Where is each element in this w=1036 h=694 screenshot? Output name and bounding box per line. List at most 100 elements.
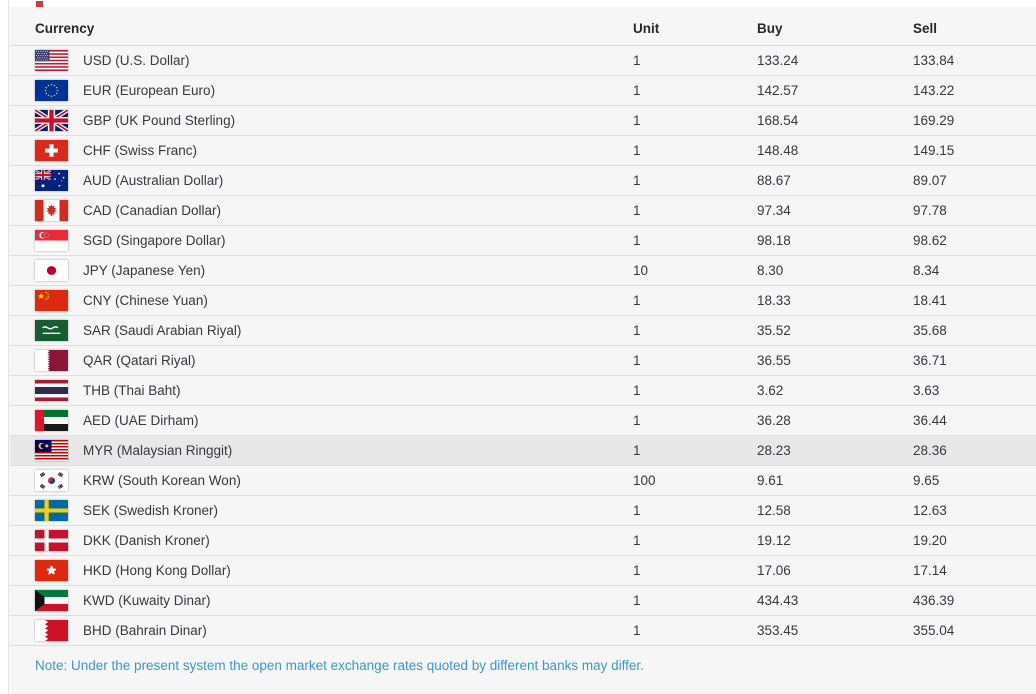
- singapore-flag-icon: [35, 230, 68, 251]
- buy-value: 88.67: [757, 173, 791, 188]
- bahrain-flag-icon: [35, 620, 68, 641]
- note-text: Note: Under the present system the open …: [35, 658, 644, 673]
- table-row[interactable]: CNY (Chinese Yuan) 1 18.33 18.41: [10, 286, 1036, 316]
- currency-label: JPY (Japanese Yen): [83, 263, 206, 278]
- buy-value: 434.43: [757, 593, 799, 608]
- japan-flag-icon: [35, 260, 68, 281]
- buy-value: 3.62: [757, 383, 784, 398]
- column-header-buy: Buy: [757, 21, 783, 36]
- currency-label: CAD (Canadian Dollar): [83, 203, 222, 218]
- uae-flag-icon: [35, 410, 68, 431]
- sell-value: 436.39: [913, 593, 955, 608]
- sell-value: 9.65: [913, 473, 940, 488]
- table-row[interactable]: SGD (Singapore Dollar) 1 98.18 98.62: [10, 226, 1036, 256]
- table-row[interactable]: EUR (European Euro) 1 142.57 143.22: [10, 76, 1036, 106]
- exchange-rates-table: Currency Unit Buy Sell USD (U.S. Dollar)…: [10, 7, 1036, 646]
- currency-label: SAR (Saudi Arabian Riyal): [83, 323, 242, 338]
- column-header-currency: Currency: [35, 21, 95, 36]
- sell-value: 149.15: [913, 143, 955, 158]
- sell-value: 28.36: [913, 443, 947, 458]
- unit-value: 1: [633, 353, 641, 368]
- sell-value: 17.14: [913, 563, 947, 578]
- saudi-arabia-flag-icon: [35, 320, 68, 341]
- table-row[interactable]: AED (UAE Dirham) 1 36.28 36.44: [10, 406, 1036, 436]
- table-row[interactable]: CHF (Swiss Franc) 1 148.48 149.15: [10, 136, 1036, 166]
- buy-value: 17.06: [757, 563, 791, 578]
- buy-value: 36.28: [757, 413, 791, 428]
- table-row[interactable]: SEK (Swedish Kroner) 1 12.58 12.63: [10, 496, 1036, 526]
- unit-value: 1: [633, 53, 641, 68]
- buy-value: 35.52: [757, 323, 791, 338]
- unit-value: 1: [633, 593, 641, 608]
- south-korea-flag-icon: [35, 470, 68, 491]
- currency-label: KRW (South Korean Won): [83, 473, 241, 488]
- buy-value: 133.24: [757, 53, 799, 68]
- unit-value: 100: [633, 473, 656, 488]
- eu-flag-icon: [35, 80, 68, 101]
- unit-value: 1: [633, 533, 641, 548]
- currency-label: KWD (Kuwaity Dinar): [83, 593, 211, 608]
- unit-value: 1: [633, 563, 641, 578]
- table-row[interactable]: BHD (Bahrain Dinar) 1 353.45 355.04: [10, 616, 1036, 646]
- unit-value: 1: [633, 173, 641, 188]
- table-row[interactable]: DKK (Danish Kroner) 1 19.12 19.20: [10, 526, 1036, 556]
- unit-value: 1: [633, 323, 641, 338]
- buy-value: 8.30: [757, 263, 784, 278]
- currency-label: GBP (UK Pound Sterling): [83, 113, 236, 128]
- sell-value: 18.41: [913, 293, 947, 308]
- hong-kong-flag-icon: [35, 560, 68, 581]
- kuwait-flag-icon: [35, 590, 68, 611]
- currency-label: HKD (Hong Kong Dollar): [83, 563, 231, 578]
- top-page-gutter: [9, 0, 1036, 7]
- table-row[interactable]: JPY (Japanese Yen) 10 8.30 8.34: [10, 256, 1036, 286]
- malaysia-flag-icon: [35, 440, 68, 461]
- unit-value: 1: [633, 623, 641, 638]
- table-row[interactable]: AUD (Australian Dollar) 1 88.67 89.07: [10, 166, 1036, 196]
- buy-value: 142.57: [757, 83, 799, 98]
- table-row[interactable]: KWD (Kuwaity Dinar) 1 434.43 436.39: [10, 586, 1036, 616]
- sell-value: 169.29: [913, 113, 955, 128]
- table-row[interactable]: GBP (UK Pound Sterling) 1 168.54 169.29: [10, 106, 1036, 136]
- table-row[interactable]: MYR (Malaysian Ringgit) 1 28.23 28.36: [10, 436, 1036, 466]
- sell-value: 36.44: [913, 413, 947, 428]
- unit-value: 1: [633, 383, 641, 398]
- currency-label: CHF (Swiss Franc): [83, 143, 197, 158]
- buy-value: 98.18: [757, 233, 791, 248]
- table-header-row: Currency Unit Buy Sell: [10, 7, 1036, 46]
- currency-label: CNY (Chinese Yuan): [83, 293, 208, 308]
- australia-flag-icon: [35, 170, 68, 191]
- currency-label: AED (UAE Dirham): [83, 413, 199, 428]
- table-row[interactable]: THB (Thai Baht) 1 3.62 3.63: [10, 376, 1036, 406]
- unit-value: 1: [633, 143, 641, 158]
- qatar-flag-icon: [35, 350, 68, 371]
- table-row[interactable]: KRW (South Korean Won) 100 9.61 9.65: [10, 466, 1036, 496]
- unit-value: 1: [633, 443, 641, 458]
- sell-value: 8.34: [913, 263, 940, 278]
- denmark-flag-icon: [35, 530, 68, 551]
- buy-value: 9.61: [757, 473, 784, 488]
- table-row[interactable]: SAR (Saudi Arabian Riyal) 1 35.52 35.68: [10, 316, 1036, 346]
- sell-value: 89.07: [913, 173, 947, 188]
- table-row[interactable]: HKD (Hong Kong Dollar) 1 17.06 17.14: [10, 556, 1036, 586]
- currency-label: EUR (European Euro): [83, 83, 216, 98]
- currency-label: AUD (Australian Dollar): [83, 173, 224, 188]
- sell-value: 3.63: [913, 383, 940, 398]
- sell-value: 19.20: [913, 533, 947, 548]
- table-row[interactable]: CAD (Canadian Dollar) 1 97.34 97.78: [10, 196, 1036, 226]
- switzerland-flag-icon: [35, 140, 68, 161]
- sell-value: 355.04: [913, 623, 955, 638]
- buy-value: 19.12: [757, 533, 791, 548]
- us-flag-icon: [35, 50, 68, 71]
- sell-value: 133.84: [913, 53, 955, 68]
- clipped-red-artifact: [36, 1, 43, 7]
- table-row[interactable]: USD (U.S. Dollar) 1 133.24 133.84: [10, 46, 1036, 76]
- left-page-gutter: [0, 0, 9, 694]
- currency-label: QAR (Qatari Riyal): [83, 353, 196, 368]
- canada-flag-icon: [35, 200, 68, 221]
- currency-label: USD (U.S. Dollar): [83, 53, 190, 68]
- unit-value: 10: [633, 263, 649, 278]
- table-row[interactable]: QAR (Qatari Riyal) 1 36.55 36.71: [10, 346, 1036, 376]
- sell-value: 36.71: [913, 353, 947, 368]
- column-header-sell: Sell: [913, 21, 938, 36]
- currency-label: THB (Thai Baht): [83, 383, 181, 398]
